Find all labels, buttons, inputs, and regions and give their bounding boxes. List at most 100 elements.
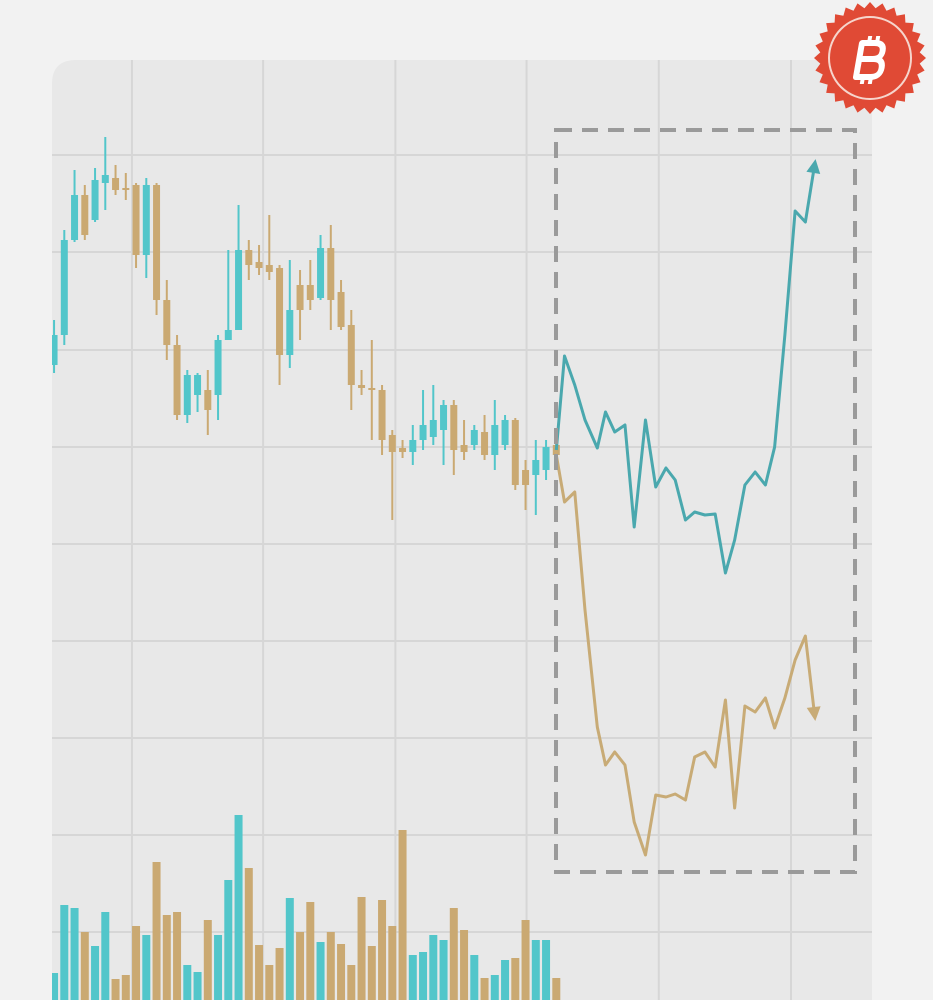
volume-bar	[296, 932, 305, 1000]
candle-body	[183, 375, 191, 415]
candle-body	[224, 330, 232, 340]
candle-body	[501, 420, 509, 445]
volume-bar	[419, 952, 428, 1000]
candle-body	[399, 448, 407, 452]
candle-body	[142, 185, 150, 255]
candle-body	[542, 447, 550, 470]
volume-bar	[91, 946, 100, 1000]
volume-bar	[173, 912, 182, 1000]
candle-body	[91, 180, 99, 220]
candle-body	[163, 300, 171, 345]
candle-body	[419, 425, 427, 440]
candle-body	[276, 268, 284, 355]
candle-body	[429, 420, 437, 437]
candle-body	[306, 285, 314, 300]
volume-bar	[183, 965, 192, 1000]
forecast-line	[554, 164, 817, 575]
volume-bar	[285, 898, 294, 1000]
candle-body	[112, 178, 120, 190]
volume-bar	[449, 908, 458, 1000]
candle-body	[522, 470, 530, 485]
badge-ring	[828, 16, 912, 100]
bitcoin-icon	[852, 36, 886, 84]
candle-body	[378, 390, 386, 440]
volume-bar	[70, 908, 79, 1000]
volume-bar	[378, 900, 387, 1000]
volume-bar	[306, 902, 315, 1000]
candle-body	[409, 440, 417, 452]
plot-area	[52, 137, 817, 1000]
candle-body	[347, 325, 355, 385]
volume-bar	[347, 965, 356, 1000]
candle-body	[214, 340, 222, 395]
volume-bar	[255, 945, 264, 1000]
volume-bar	[203, 920, 212, 1000]
volume-bar	[234, 815, 243, 1000]
volume-bar	[542, 940, 551, 1000]
volume-bar	[193, 972, 202, 1000]
arrowhead	[806, 706, 821, 721]
forecast-line	[554, 454, 817, 857]
candle-body	[368, 388, 376, 390]
candle-body	[511, 420, 519, 485]
candle-body	[132, 185, 140, 255]
volume-bar	[337, 944, 346, 1000]
volume-bar	[121, 975, 130, 1000]
volume-bar	[367, 946, 376, 1000]
chart-panel	[52, 60, 872, 1000]
volume-bar	[511, 958, 520, 1000]
arrowhead	[806, 159, 821, 175]
volume-bar	[480, 978, 489, 1000]
candle-body	[173, 345, 181, 415]
volume-bar	[275, 948, 284, 1000]
candle-body	[245, 250, 253, 265]
candle-body	[52, 335, 58, 365]
candle-body	[440, 405, 448, 430]
candle-body	[491, 425, 499, 455]
volume-bar	[111, 979, 120, 1000]
candle-body	[460, 445, 468, 452]
volume-bar	[439, 940, 448, 1000]
candle-body	[153, 185, 161, 300]
volume-bar	[531, 940, 540, 1000]
volume-bar	[52, 973, 59, 1000]
volume-bar	[388, 926, 397, 1000]
volume-bar	[521, 920, 530, 1000]
candle-body	[194, 375, 202, 395]
candle-body	[81, 195, 89, 235]
candle-body	[60, 240, 68, 335]
candle-body	[101, 175, 109, 183]
volume-bar	[142, 935, 151, 1000]
candle-body	[255, 262, 263, 268]
candle-body	[204, 390, 212, 410]
volume-bar	[357, 897, 366, 1000]
volume-bar	[244, 868, 253, 1000]
grid	[52, 60, 872, 1000]
candle-body	[450, 405, 458, 450]
candle-body	[235, 250, 243, 330]
volume-bar	[214, 935, 223, 1000]
volume-bar	[460, 930, 469, 1000]
candle-body	[481, 432, 489, 455]
candle-body	[358, 385, 366, 388]
volume-bar	[152, 862, 161, 1000]
volume-bar	[398, 830, 407, 1000]
volume-bar	[224, 880, 233, 1000]
volume-bar	[80, 932, 89, 1000]
volume-bar	[501, 960, 510, 1000]
volume-bar	[162, 915, 171, 1000]
volume-bar	[265, 965, 274, 1000]
volume-bar	[429, 935, 438, 1000]
volume-bar	[60, 905, 69, 1000]
candle-body	[286, 310, 294, 355]
candle-body	[122, 188, 130, 190]
volume-bar	[316, 942, 325, 1000]
volume-bar	[490, 975, 499, 1000]
candle-body	[317, 248, 325, 298]
volume-bar	[132, 926, 141, 1000]
volume-bar	[101, 912, 110, 1000]
candle-body	[71, 195, 79, 240]
candle-body	[337, 292, 345, 327]
